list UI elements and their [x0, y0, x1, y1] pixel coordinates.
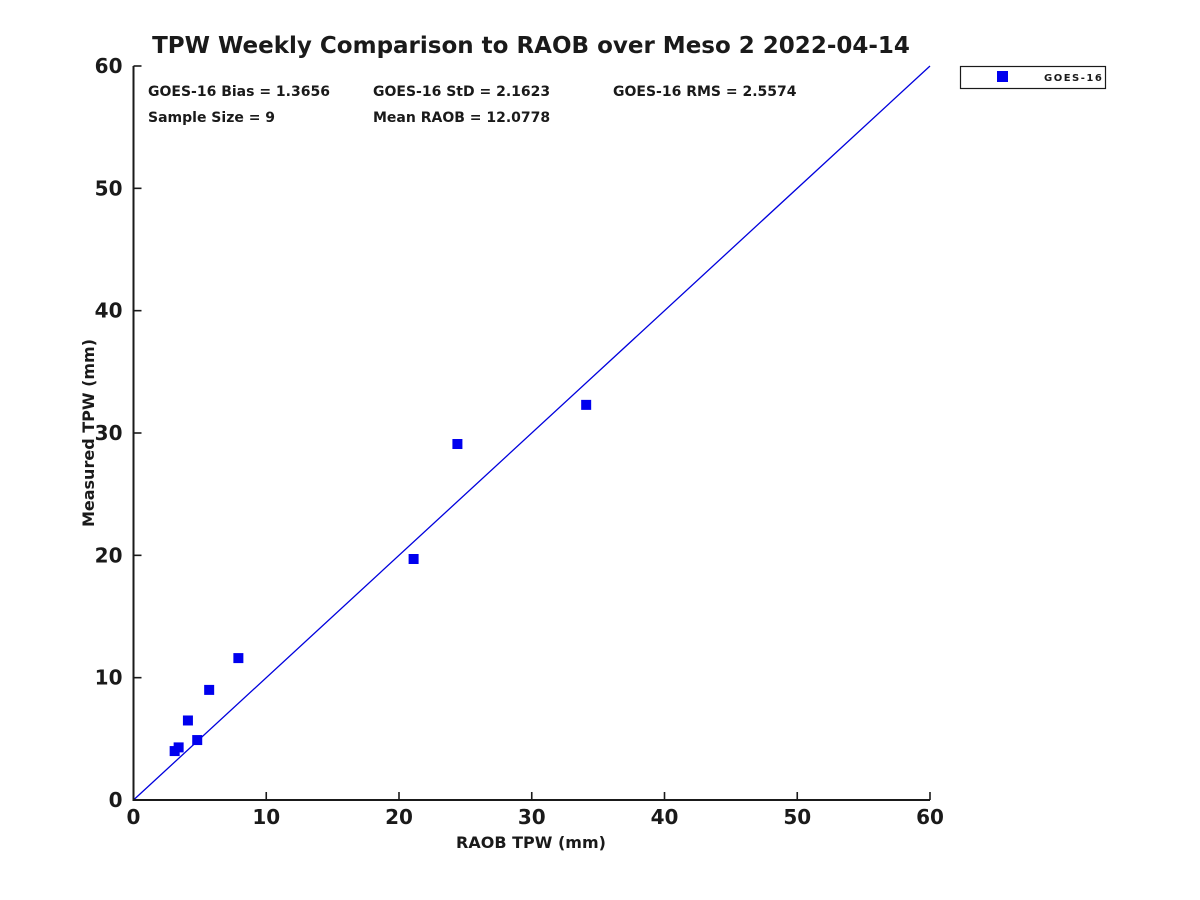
- reference-line-group: [133, 65, 931, 801]
- x-tick-label: 60: [916, 805, 944, 829]
- stat-std: GOES-16 StD = 2.1623: [373, 84, 550, 100]
- ticks-group: [132, 65, 931, 801]
- stat-bias: GOES-16 Bias = 1.3656: [148, 84, 330, 100]
- y-tick-label: 0: [109, 788, 123, 812]
- y-tick-label: 40: [95, 299, 123, 323]
- scatter-point: [452, 439, 463, 450]
- y-tick-label: 60: [95, 54, 123, 78]
- x-tick-label: 0: [127, 805, 141, 829]
- x-tick-label: 20: [385, 805, 413, 829]
- scatter-point: [173, 742, 184, 753]
- y-axis-label: Measured TPW (mm): [79, 339, 98, 527]
- tick-labels-group: 0 10 20 30 40 50 60 0 10 20 30 40 50 60: [95, 54, 944, 829]
- scatter-point: [408, 554, 419, 565]
- y-tick-label: 20: [95, 543, 123, 567]
- stat-sample-size: Sample Size = 9: [148, 110, 275, 126]
- x-tick-label: 40: [651, 805, 679, 829]
- scatter-point: [204, 684, 215, 695]
- one-to-one-line: [133, 65, 931, 801]
- scatter-point: [192, 735, 203, 746]
- x-tick-label: 30: [518, 805, 546, 829]
- scatter-point: [182, 715, 193, 726]
- scatter-point: [233, 653, 244, 664]
- y-tick-label: 10: [95, 666, 123, 690]
- y-tick-label: 30: [95, 421, 123, 445]
- x-tick-label: 10: [252, 805, 280, 829]
- legend: GOES-16: [959, 65, 1107, 90]
- scatter-point: [581, 399, 592, 410]
- legend-entry-label: GOES-16: [1044, 73, 1103, 84]
- legend-marker-square-icon: [997, 71, 1008, 82]
- x-axis-label: RAOB TPW (mm): [456, 833, 606, 852]
- stat-rms: GOES-16 RMS = 2.5574: [613, 84, 797, 100]
- chart-title: TPW Weekly Comparison to RAOB over Meso …: [152, 33, 910, 59]
- x-tick-label: 50: [783, 805, 811, 829]
- legend-box: [959, 65, 1107, 90]
- y-tick-label: 50: [95, 176, 123, 200]
- stat-mean-raob: Mean RAOB = 12.0778: [373, 110, 550, 126]
- scatter-points-group: [169, 399, 592, 757]
